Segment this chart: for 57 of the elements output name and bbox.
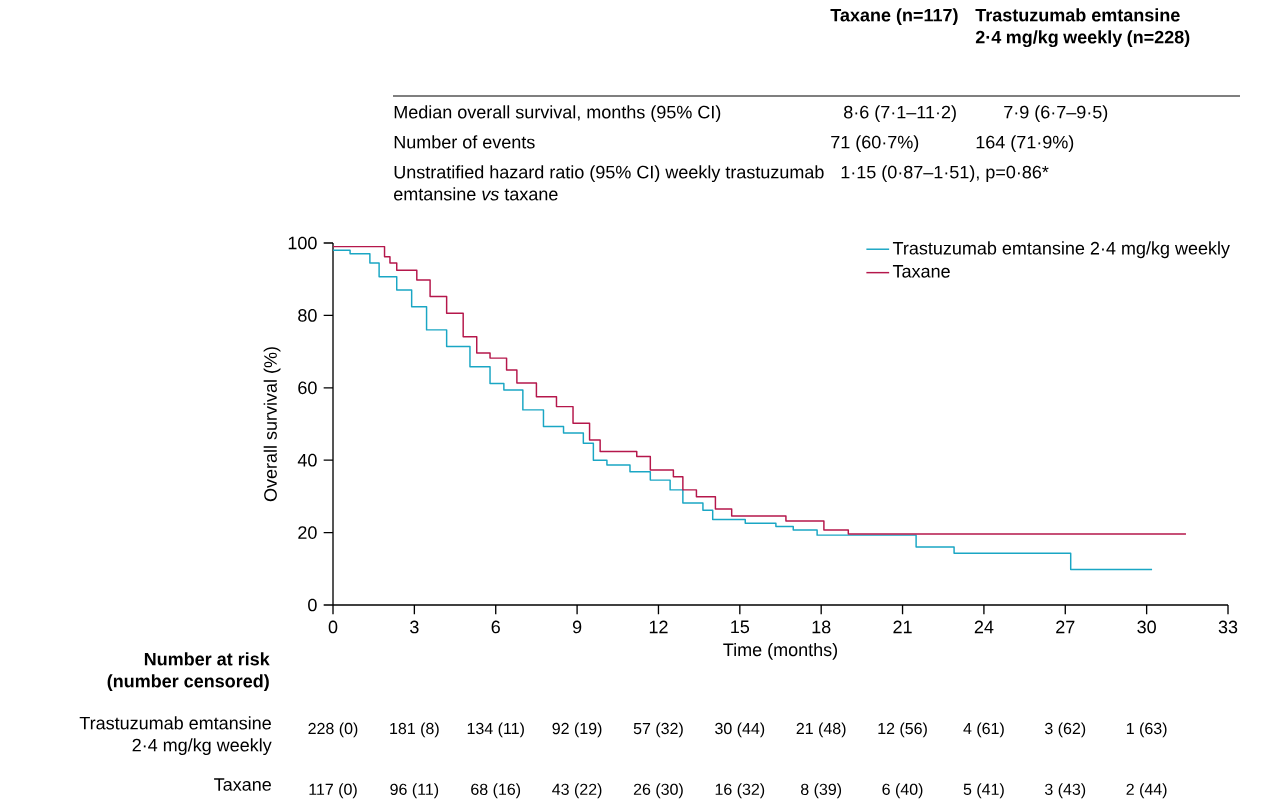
text: 30 (44): [715, 722, 765, 738]
text: 228 (0): [308, 722, 358, 738]
text: 8·6 (7·1–11·2): [844, 105, 956, 122]
text: 57 (32): [633, 722, 683, 738]
text: 117 (0): [309, 783, 357, 799]
text: 3 (43): [1044, 783, 1086, 799]
y-tick-label: 100: [288, 236, 317, 250]
text: Unstratified hazard ratio (95% CI) weekly trastuzumab emtansine vs taxane: [394, 165, 824, 201]
x-tick-label: 27: [1056, 620, 1075, 634]
text: Trastuzumab emtansine 2·4 mg/kg weekly (n=228): [975, 8, 1190, 48]
x-tick-label: 24: [974, 620, 994, 634]
text: 16 (32): [715, 783, 765, 799]
y-tick-label: 40: [297, 453, 317, 467]
x-tick-label: 0: [328, 620, 338, 634]
y-tick-label: 20: [298, 526, 317, 539]
x-tick-label: 15: [731, 620, 750, 634]
x-axis-title: Time (months): [723, 642, 838, 660]
text: 2 (44): [1126, 783, 1167, 799]
text: Median overall survival, months (95% CI): [394, 105, 721, 122]
text: 7·9 (6·7–9·5): [1004, 105, 1108, 122]
text: 181 (8): [390, 722, 439, 738]
x-tick-label: 33: [1218, 620, 1238, 634]
x-tick-label: 12: [649, 620, 668, 634]
text: 3 (62): [1044, 722, 1086, 738]
x-tick-label: 3: [410, 620, 419, 634]
x-tick-label: 21: [893, 620, 912, 634]
text: 12 (56): [878, 722, 927, 738]
text: Taxane (n=117): [830, 8, 958, 25]
text: 43 (22): [552, 783, 602, 799]
text: 5 (41): [963, 783, 1004, 799]
text: 6 (40): [882, 783, 923, 799]
text: 4 (61): [963, 722, 1004, 738]
text: 1·15 (0·87–1·51), p=0·86*: [841, 165, 1049, 182]
text: Taxane: [214, 778, 271, 791]
text: 1 (63): [1126, 722, 1167, 738]
text: Trastuzumab emtansine 2·4 mg/kg weekly: [79, 716, 272, 755]
text: 164 (71·9%): [976, 135, 1074, 152]
legend-label: Trastuzumab emtansine 2·4 mg/kg weekly: [892, 241, 1230, 259]
text: Number of events: [394, 135, 535, 149]
x-tick-label: 30: [1137, 620, 1156, 634]
text: 96 (11): [390, 783, 439, 799]
text: 68 (16): [471, 783, 521, 799]
text: 26 (30): [633, 783, 683, 799]
text: 21 (48): [796, 722, 846, 738]
y-tick-label: 60: [298, 381, 317, 395]
legend-label: Taxane: [892, 265, 950, 278]
x-tick-label: 18: [812, 620, 831, 634]
y-axis-title: Overall survival (%): [263, 347, 281, 502]
text: 71 (60·7%): [831, 135, 919, 152]
y-tick-label: 0: [308, 598, 317, 612]
text: 134 (11): [467, 722, 524, 738]
x-tick-label: 9: [572, 620, 582, 634]
text: 8 (39): [800, 783, 842, 799]
y-tick-label: 80: [298, 308, 317, 322]
text: Number at risk (number censored): [107, 652, 270, 691]
text: 92 (19): [552, 722, 602, 738]
x-tick-label: 6: [491, 620, 500, 634]
